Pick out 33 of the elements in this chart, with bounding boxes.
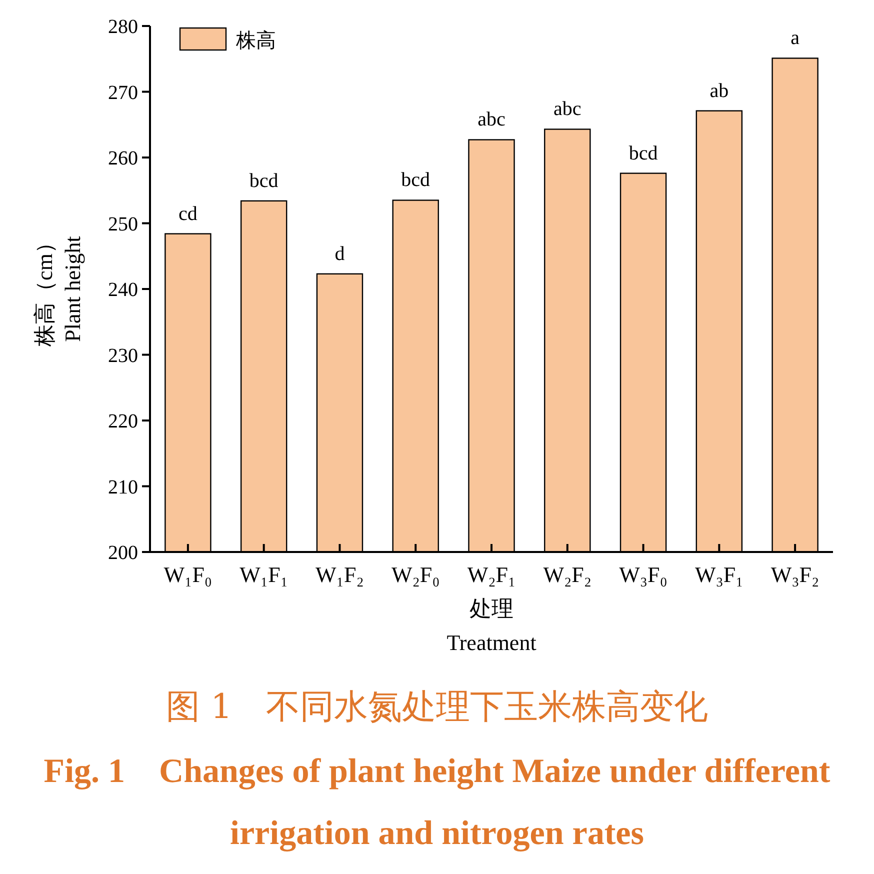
y-tick-label: 280 [108,16,138,38]
y-axis-title: 株高（cm） Plant height [32,232,85,348]
text: 图 1 不同水氮处理下玉米株高变化 [166,687,708,727]
data-label: bcd [628,142,658,164]
y-tick-label: 210 [108,476,138,498]
y-tick-label: 270 [108,82,138,104]
x-tick-label: W₁F₁ [240,562,288,587]
x-tick-label: W₁F₀ [164,562,212,587]
data-label: abc [478,108,506,131]
y-tick-label: 250 [108,213,138,236]
x-tick-label: W₁F₂ [316,562,364,587]
data-label: bcd [249,170,278,192]
data-label: a [790,27,800,50]
x-tick-label: W₂F₂ [543,562,592,587]
legend-label: 株高 [235,28,276,52]
legend: 株高 [179,27,276,52]
y-tick-label: 260 [108,148,138,170]
data-label: ab [710,80,729,102]
x-tick-label: W₂F₀ [391,562,440,587]
x-tick-label: W₃F₀ [619,562,668,587]
y-tick-label: 220 [108,410,138,432]
data-label: cd [178,202,198,225]
y-tick-label: 230 [108,344,138,367]
text: Fig. 1 Changes of plant height Maize under different irrigation and nitrogen rates [44,753,831,852]
data-label: bcd [401,169,430,192]
data-label: d [334,242,345,265]
y-tick-label: 200 [108,542,138,564]
data-label: abc [554,98,582,120]
y-tick-label: 240 [108,279,138,301]
x-tick-label: W₂F₁ [467,562,516,587]
x-axis-title: 处理 Treatment [446,596,536,655]
x-tick-label: W₃F₂ [770,562,820,587]
x-tick-label: W₃F₁ [694,562,744,587]
